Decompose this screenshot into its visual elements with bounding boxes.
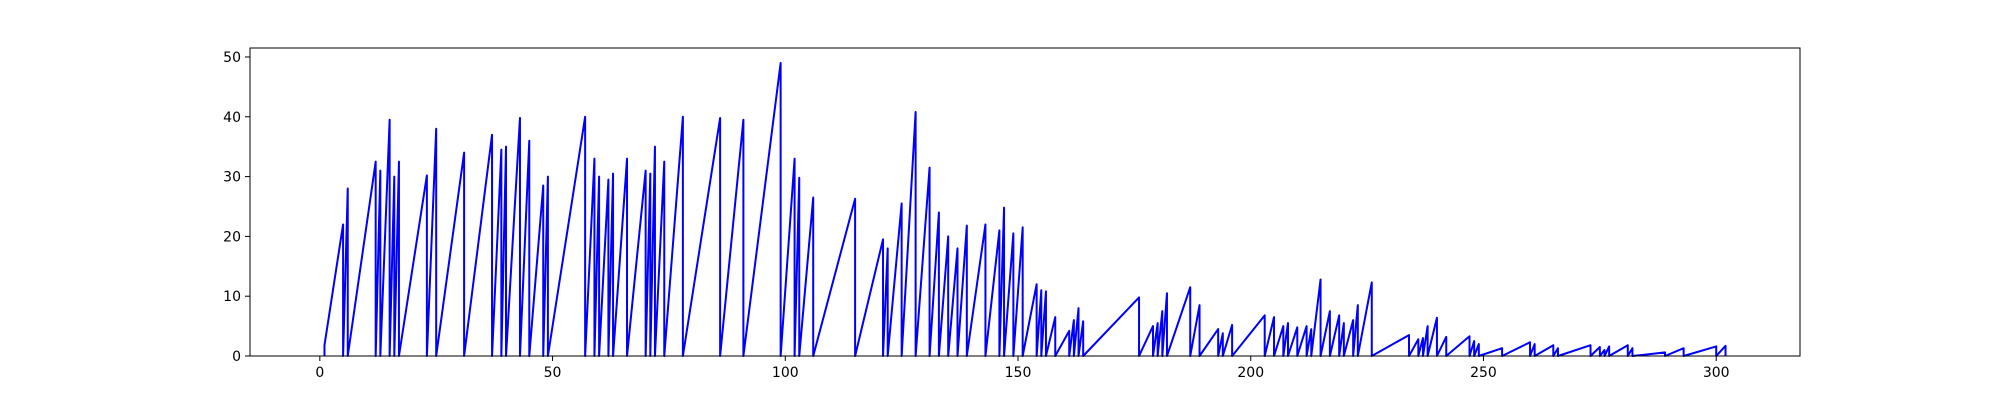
x-tick-label: 300 [1703, 365, 1730, 381]
ticks-layer: 0 50 100 150 200 250 300 0 10 20 30 40 50 [223, 50, 1729, 381]
plot-area [250, 48, 1800, 356]
y-tick-label: 20 [223, 229, 241, 245]
y-tick-label: 10 [223, 289, 241, 305]
series-layer [323, 61, 1727, 357]
x-tick-label: 100 [772, 365, 799, 381]
series-line-0 [323, 61, 1727, 357]
x-tick-label: 50 [544, 365, 562, 381]
x-tick-label: 200 [1237, 365, 1264, 381]
x-tick-label: 250 [1470, 365, 1497, 381]
y-tick-label: 30 [223, 170, 241, 186]
plot-frame [249, 47, 1801, 357]
y-tick-label: 0 [232, 349, 241, 365]
x-tick-label: 0 [315, 365, 324, 381]
y-tick-label: 40 [223, 110, 241, 126]
y-tick-label: 50 [223, 50, 241, 66]
x-tick-label: 150 [1005, 365, 1032, 381]
